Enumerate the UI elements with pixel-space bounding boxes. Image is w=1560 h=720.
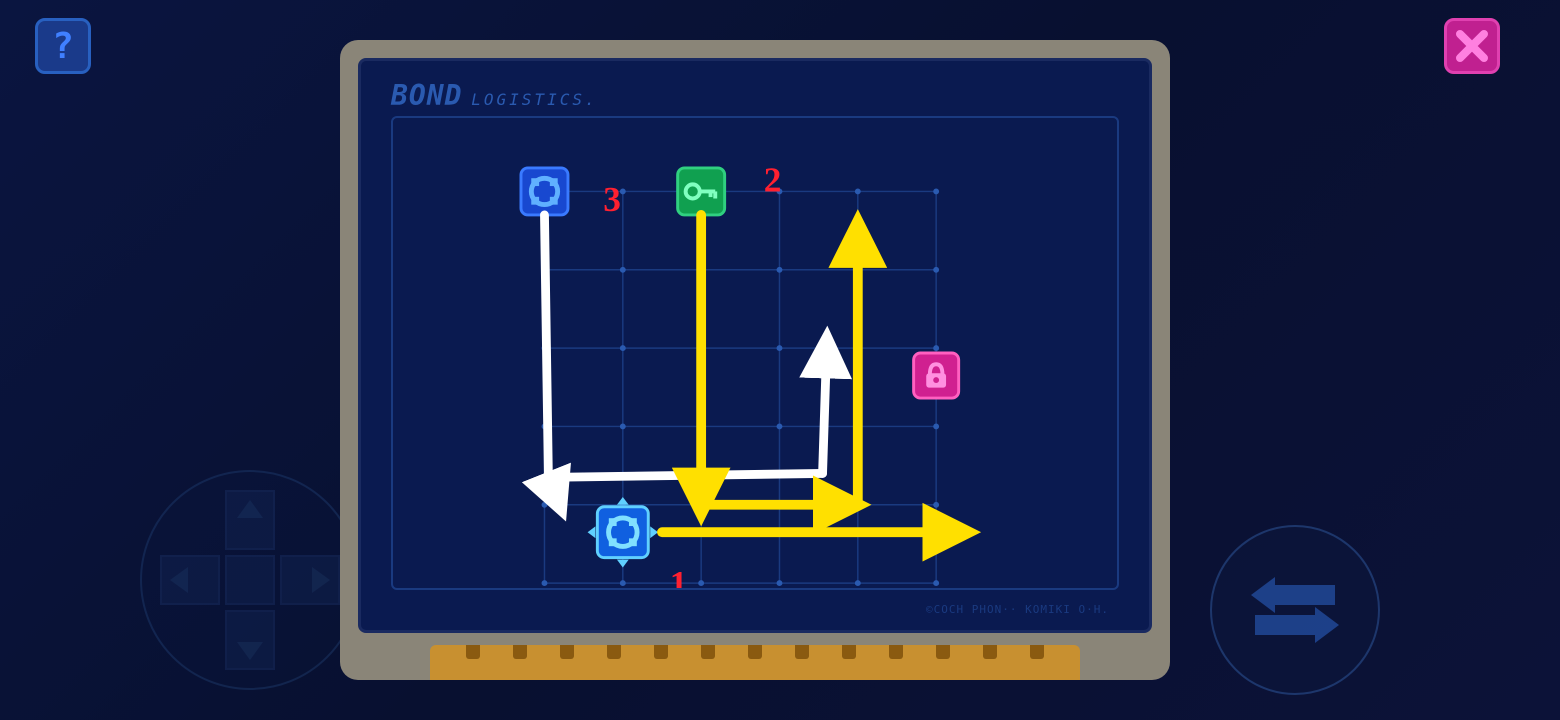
svg-text:3: 3: [603, 180, 621, 219]
terminal-frame: BOND LOGISTICS. 3 2 1 ©COCH PHON·· KOMIKI …: [340, 40, 1170, 680]
dpad-control[interactable]: [140, 470, 360, 690]
title-sub: LOGISTICS.: [471, 90, 597, 109]
tile-lock-pink: [914, 353, 959, 398]
help-icon: ?: [52, 26, 74, 67]
tile-key-green: [678, 168, 725, 215]
hinge-bar: [430, 645, 1080, 680]
help-button[interactable]: ?: [35, 18, 91, 74]
svg-text:2: 2: [764, 160, 782, 199]
terminal-title: BOND LOGISTICS.: [391, 79, 1119, 112]
swap-button[interactable]: [1210, 525, 1380, 695]
close-icon: [1454, 28, 1490, 64]
svg-text:1: 1: [670, 564, 688, 588]
close-button[interactable]: [1444, 18, 1500, 74]
tile-player: [588, 497, 659, 568]
title-main: BOND: [391, 79, 462, 112]
puzzle-grid: 3 2 1: [393, 118, 1117, 588]
tile-gear-blue: [521, 168, 568, 215]
puzzle-area[interactable]: 3 2 1: [391, 116, 1119, 590]
terminal-footer: ©COCH PHON·· KOMIKI O·H.: [926, 603, 1109, 616]
terminal-screen: BOND LOGISTICS. 3 2 1 ©COCH PHON·· KOMIKI …: [358, 58, 1152, 633]
